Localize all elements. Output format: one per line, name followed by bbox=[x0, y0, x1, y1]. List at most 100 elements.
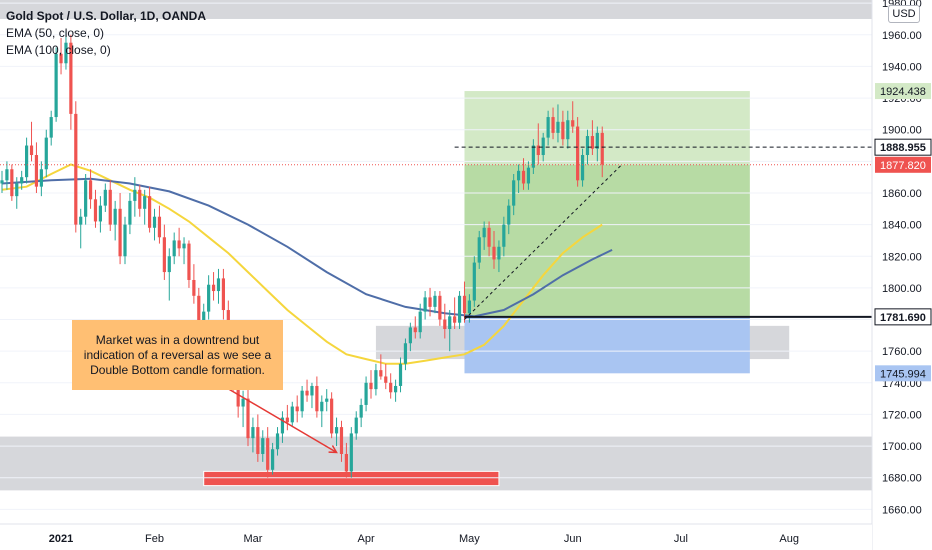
price-label: 1745.994 bbox=[880, 368, 926, 380]
candle-body bbox=[300, 390, 304, 412]
candle-body bbox=[221, 278, 225, 311]
candle-body bbox=[280, 417, 285, 434]
candle-body bbox=[526, 167, 531, 184]
candle-body bbox=[305, 390, 309, 396]
ema100-legend[interactable]: EMA (100, close, 0) bbox=[6, 43, 111, 57]
candle-body bbox=[271, 449, 275, 470]
chart-zones bbox=[0, 0, 872, 491]
candle-body bbox=[25, 145, 29, 178]
candle-body bbox=[595, 132, 599, 149]
price-tick-label: 1860.00 bbox=[882, 188, 922, 200]
candle-body bbox=[192, 279, 196, 296]
candle-body bbox=[428, 297, 432, 307]
candle-body bbox=[103, 189, 107, 206]
price-tick-label: 1840.00 bbox=[882, 220, 922, 232]
candle-body bbox=[546, 117, 550, 138]
candle-body bbox=[182, 243, 186, 249]
price-tick-label: 1720.00 bbox=[882, 409, 922, 421]
candle-body bbox=[128, 200, 132, 225]
candle-body bbox=[438, 295, 442, 320]
price-label: 1877.820 bbox=[880, 160, 926, 172]
candle-body bbox=[93, 199, 98, 222]
time-axis-bg bbox=[0, 524, 872, 550]
candle-body bbox=[34, 155, 39, 187]
annotation-arrow bbox=[223, 385, 337, 454]
candle-body bbox=[197, 295, 201, 323]
price-label-box bbox=[875, 83, 931, 100]
candle-body bbox=[330, 398, 334, 434]
candle-body bbox=[354, 417, 358, 434]
candle-body bbox=[152, 216, 157, 228]
candle-body bbox=[295, 406, 299, 412]
candle-body bbox=[467, 300, 471, 314]
price-axis: 1660.001680.001700.001720.001740.001760.… bbox=[871, 0, 932, 550]
candle-body bbox=[143, 196, 147, 209]
price-label: 1888.955 bbox=[880, 142, 926, 154]
candle-body bbox=[177, 240, 181, 249]
chart-grid bbox=[0, 2, 872, 510]
price-tick-label: 1760.00 bbox=[882, 346, 922, 358]
candle-body bbox=[423, 297, 427, 312]
candle-body bbox=[531, 145, 535, 168]
candle-body bbox=[384, 376, 388, 383]
time-tick-label: Jun bbox=[564, 533, 582, 545]
candle-body bbox=[551, 117, 555, 133]
chart-legend: Gold Spot / U.S. Dollar, 1D, OANDA EMA (… bbox=[6, 8, 206, 59]
trend-line bbox=[464, 164, 623, 320]
candle-body bbox=[487, 227, 491, 247]
zone-target_dark bbox=[464, 164, 750, 317]
time-tick-label: Apr bbox=[358, 533, 375, 545]
price-axis-bg bbox=[872, 0, 932, 550]
annotation-note[interactable]: Market was in a downtrend but indication… bbox=[72, 320, 283, 390]
candle-body bbox=[39, 169, 43, 187]
candle-body bbox=[266, 438, 270, 470]
candle-body bbox=[403, 343, 408, 364]
candle-body bbox=[310, 385, 314, 396]
candle-body bbox=[211, 284, 216, 292]
candle-body bbox=[536, 145, 540, 156]
candle-body bbox=[359, 404, 363, 418]
price-label-box bbox=[875, 156, 931, 173]
candle-body bbox=[492, 246, 496, 260]
candle-body bbox=[54, 53, 58, 118]
price-tick-label: 1900.00 bbox=[882, 125, 922, 137]
time-tick-label: May bbox=[459, 533, 480, 545]
candle-body bbox=[74, 113, 78, 225]
candle-body bbox=[344, 453, 348, 472]
zone-target bbox=[464, 91, 750, 165]
candle-body bbox=[64, 42, 68, 64]
candle-body bbox=[477, 237, 481, 263]
candle-body bbox=[448, 316, 452, 330]
price-label: 1924.438 bbox=[880, 86, 926, 98]
candle-body bbox=[84, 180, 88, 217]
candle-body bbox=[0, 180, 4, 184]
candle-body bbox=[576, 126, 580, 181]
candle-body bbox=[600, 132, 604, 165]
candle-body bbox=[207, 284, 211, 312]
candle-body bbox=[246, 398, 250, 439]
time-tick-label: 2021 bbox=[49, 533, 73, 545]
candle-body bbox=[290, 406, 294, 423]
drawing-lines bbox=[0, 146, 872, 454]
symbol-title[interactable]: Gold Spot / U.S. Dollar, 1D, OANDA bbox=[6, 9, 207, 23]
candle-body bbox=[59, 53, 63, 64]
time-tick-label: Mar bbox=[243, 533, 262, 545]
candle-body bbox=[251, 427, 255, 439]
candles bbox=[0, 31, 604, 478]
candle-body bbox=[364, 382, 368, 405]
candle-body bbox=[590, 136, 594, 149]
candle-body bbox=[379, 370, 383, 377]
candle-body bbox=[561, 121, 565, 140]
candle-body bbox=[167, 256, 171, 273]
candle-body bbox=[502, 224, 506, 247]
candle-body bbox=[187, 243, 191, 280]
ema50-legend[interactable]: EMA (50, close, 0) bbox=[6, 26, 105, 40]
currency-unit-label[interactable]: USD bbox=[888, 5, 920, 23]
candle-body bbox=[216, 278, 221, 292]
price-label-box bbox=[874, 138, 932, 156]
candle-body bbox=[457, 295, 462, 323]
candle-body bbox=[123, 224, 127, 257]
candle-body bbox=[133, 189, 137, 201]
annotation-text: Market was in a downtrend but indication… bbox=[83, 332, 272, 377]
